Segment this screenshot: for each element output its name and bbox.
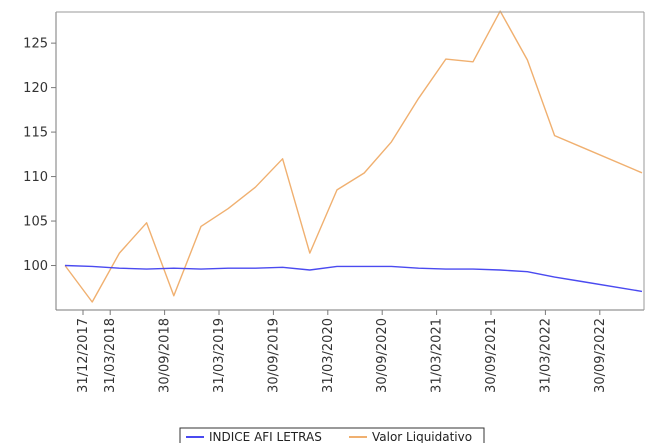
- x-tick-label: 31/12/2017: [76, 318, 91, 393]
- x-axis-ticks: 31/12/2017 31/03/2018 30/09/2018 31/03/2019…: [76, 310, 608, 393]
- x-tick-label: 31/03/2018: [103, 318, 118, 393]
- x-tick-label: 31/03/2020: [321, 318, 336, 393]
- series-line-indice-afi-letras: [64, 264, 643, 293]
- x-tick-label: 30/09/2019: [266, 318, 281, 393]
- legend-label-valor: Valor Liquidativo: [372, 430, 472, 443]
- y-tick-label: 115: [23, 126, 48, 141]
- x-tick-label: 30/09/2022: [593, 318, 608, 393]
- y-axis-ticks: 100 105 110 115 120 125: [23, 37, 56, 274]
- series-line-valor-liquidativo: [64, 10, 643, 303]
- y-tick-label: 120: [23, 81, 48, 96]
- x-tick-label: 31/03/2022: [538, 318, 553, 393]
- plot-area-background: [56, 12, 644, 310]
- x-tick-label: 31/03/2021: [430, 318, 445, 393]
- y-tick-label: 110: [23, 170, 48, 185]
- x-tick-label: 30/09/2018: [158, 318, 173, 393]
- y-tick-label: 105: [23, 215, 48, 230]
- x-tick-label: 31/03/2019: [212, 318, 227, 393]
- y-tick-label: 125: [23, 37, 48, 52]
- x-tick-label: 30/09/2020: [375, 318, 390, 393]
- y-tick-label: 100: [23, 259, 48, 274]
- x-tick-label: 30/09/2021: [484, 318, 499, 393]
- legend-box: [179, 427, 485, 443]
- legend: INDICE AFI LETRAS Valor Liquidativo: [179, 427, 485, 443]
- series-layer: [64, 10, 643, 303]
- legend-label-indice: INDICE AFI LETRAS: [209, 430, 322, 443]
